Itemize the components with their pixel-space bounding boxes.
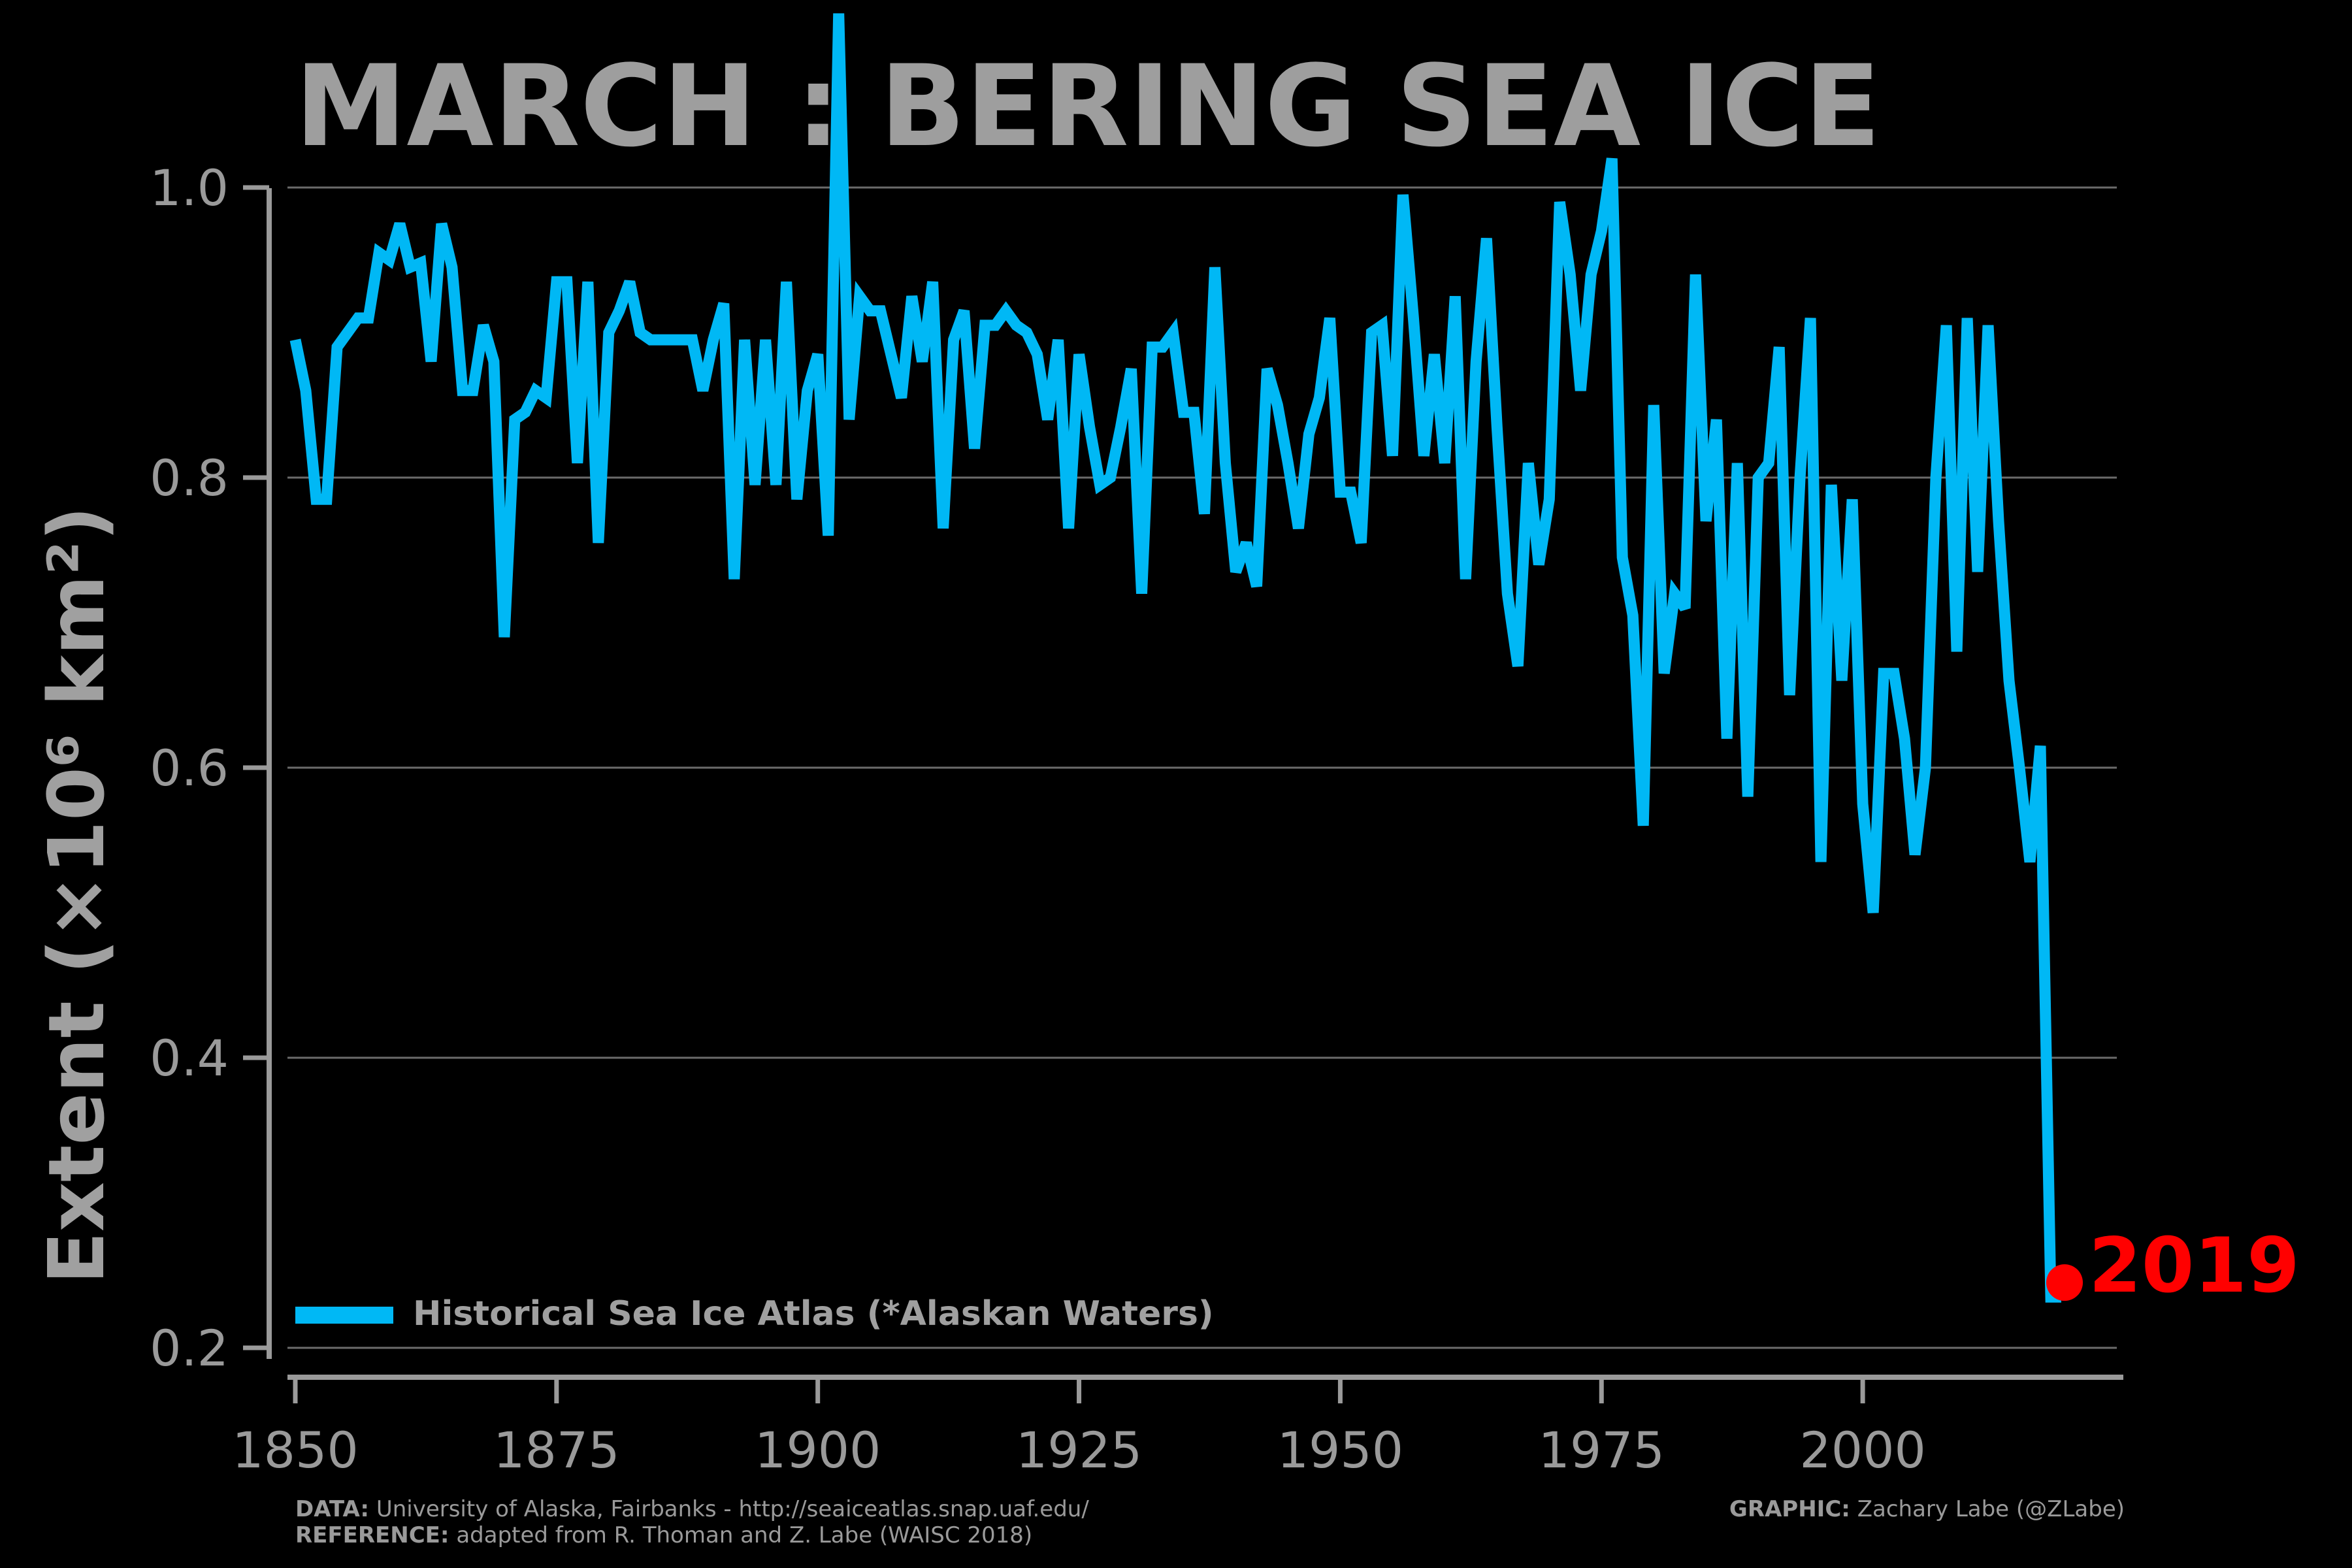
y-axis-label: Extent (×10⁶ km²) [31,506,122,1284]
legend: Historical Sea Ice Atlas (*Alaskan Water… [295,1294,1214,1333]
graphic-credit-text: Zachary Labe (@ZLabe) [1857,1496,2125,1522]
data-source-line: DATA: University of Alaska, Fairbanks - … [295,1496,1089,1522]
x-ticks: 1850 1875 1900 1925 1950 1975 2000 [232,1377,1926,1479]
series-layer [289,13,2061,1303]
highlight-point-2019 [2046,1264,2083,1301]
axes [267,188,2123,1380]
highlight-label-2019: 2019 [2089,1222,2300,1310]
reference-line: REFERENCE: adapted from R. Thoman and Z.… [295,1522,1089,1548]
xtick-label-5: 1975 [1539,1421,1665,1479]
reference-label: REFERENCE: [295,1522,449,1548]
xtick-label-3: 1925 [1016,1421,1142,1479]
legend-label: Historical Sea Ice Atlas (*Alaskan Water… [413,1294,1214,1333]
footer-left: DATA: University of Alaska, Fairbanks - … [295,1496,1089,1548]
xtick-label-0: 1850 [232,1421,358,1479]
gridlines [287,186,2117,1349]
data-source-text: University of Alaska, Fairbanks - http:/… [376,1496,1089,1522]
highlight-2019: 2019 [2046,1222,2300,1310]
ytick-label-4: 1.0 [150,159,229,217]
reference-text: adapted from R. Thoman and Z. Labe (WAIS… [456,1522,1033,1548]
data-label: DATA: [295,1496,369,1522]
ytick-label-3: 0.8 [150,449,229,507]
ytick-label-1: 0.4 [150,1029,229,1087]
footer-right: GRAPHIC: Zachary Labe (@ZLabe) [1729,1496,2125,1522]
graphic-label: GRAPHIC: [1729,1496,1850,1522]
ytick-label-0: 0.2 [150,1319,229,1377]
series-line-0 [289,13,2061,1303]
xtick-label-2: 1900 [755,1421,881,1479]
xtick-label-6: 2000 [1799,1421,1925,1479]
xtick-label-1: 1875 [493,1421,619,1479]
chart-title: MARCH : BERING SEA ICE [295,41,1881,172]
y-ticks: 0.2 0.4 0.6 0.8 1.0 [150,159,269,1377]
ytick-label-2: 0.6 [150,739,229,797]
xtick-label-4: 1950 [1277,1421,1403,1479]
